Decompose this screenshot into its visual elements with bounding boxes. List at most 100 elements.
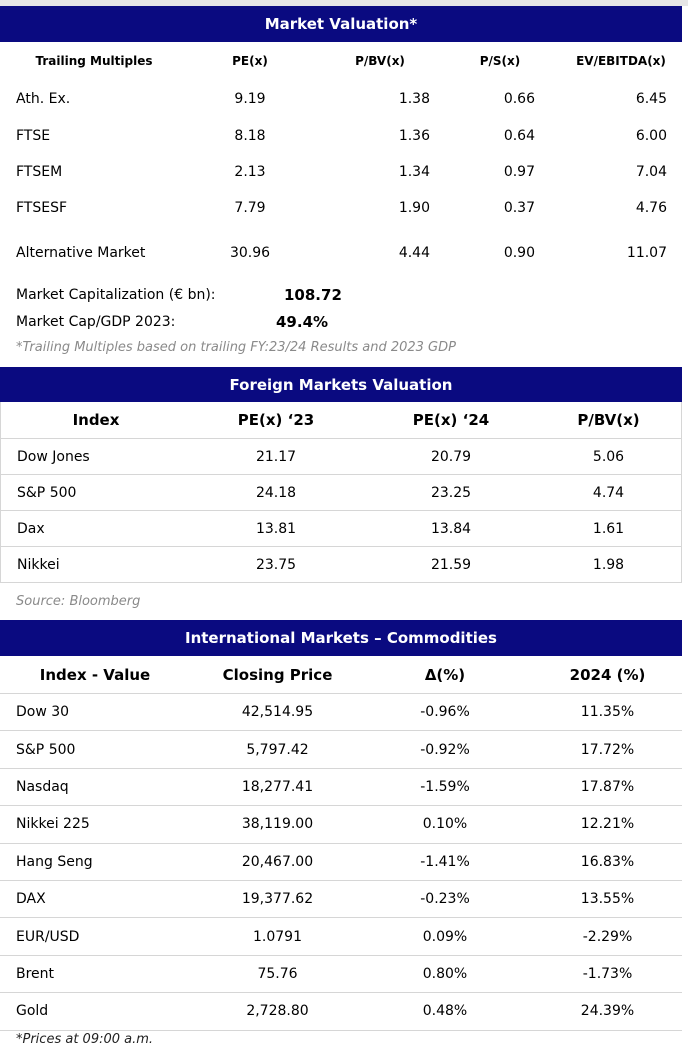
row-name: DAX: [16, 891, 46, 908]
row-closing-price: 20,467.00: [241, 853, 314, 870]
header-pe24: PE(x) ‘24: [412, 411, 490, 429]
row-name: FTSE: [16, 127, 51, 144]
row-name: Gold: [16, 1003, 49, 1020]
row-2024: 17.87%: [580, 778, 635, 795]
row-closing-price: 1.0791: [253, 928, 302, 945]
market-cap-label: Market Capitalization (€ bn):: [16, 287, 216, 303]
row-2024: 12.21%: [580, 816, 635, 833]
row-name: Brent: [16, 965, 55, 982]
row-delta: -0.23%: [420, 891, 470, 908]
international-markets-row: DAX 19,377.62 -0.23% 13.55%: [0, 881, 682, 919]
header-index: Index: [72, 411, 120, 429]
row-2024: 16.83%: [580, 853, 635, 870]
row-name: Hang Seng: [16, 853, 93, 870]
market-valuation-row: FTSE 8.18 1.36 0.64 6.00: [0, 117, 682, 154]
row-pe24: 23.25: [430, 484, 472, 501]
row-ps: 0.90: [503, 245, 535, 261]
row-closing-price: 38,119.00: [241, 816, 314, 833]
foreign-markets-row: Dax 13.81 13.84 1.61: [0, 511, 682, 547]
international-markets-title: International Markets – Commodities: [0, 620, 682, 656]
row-closing-price: 5,797.42: [246, 741, 309, 758]
row-pbv: 5.06: [592, 448, 625, 465]
row-delta: -0.92%: [420, 741, 470, 758]
row-ev-ebitda: 7.04: [635, 164, 667, 180]
row-pe: 30.96: [229, 245, 271, 261]
row-ps: 0.37: [503, 200, 535, 216]
row-delta: -0.96%: [420, 704, 470, 721]
row-pe23: 21.17: [255, 448, 297, 465]
row-name: Alternative Market: [16, 245, 146, 261]
row-pe: 2.13: [234, 164, 266, 180]
row-delta: 0.48%: [422, 1003, 468, 1020]
row-pe23: 24.18: [255, 484, 297, 501]
market-valuation-footnote: *Trailing Multiples based on trailing FY…: [16, 340, 456, 355]
row-2024: -1.73%: [582, 965, 633, 982]
row-pbv: 1.90: [398, 200, 430, 216]
header-index-value: Index - Value: [39, 665, 151, 684]
row-2024: -2.29%: [582, 928, 633, 945]
cap-gdp-value: 49.4%: [276, 313, 329, 331]
row-delta: 0.10%: [422, 816, 468, 833]
row-pbv: 4.44: [398, 245, 430, 261]
row-delta: 0.09%: [422, 928, 468, 945]
header-delta: Δ(%): [424, 665, 466, 684]
row-name: FTSESF: [16, 200, 68, 216]
row-ps: 0.64: [503, 127, 535, 144]
row-pe24: 21.59: [430, 556, 472, 573]
foreign-markets-row: S&P 500 24.18 23.25 4.74: [0, 475, 682, 511]
header-trailing-multiples: Trailing Multiples: [35, 54, 153, 68]
market-valuation-row: FTSEM 2.13 1.34 0.97 7.04: [0, 154, 682, 190]
row-ev-ebitda: 6.45: [635, 90, 667, 107]
row-pbv: 1.61: [592, 520, 625, 537]
row-2024: 13.55%: [580, 891, 635, 908]
row-delta: 0.80%: [422, 965, 468, 982]
row-name: Dax: [17, 520, 45, 537]
row-ev-ebitda: 6.00: [635, 127, 667, 144]
header-closing-price: Closing Price: [222, 665, 333, 684]
row-pe24: 13.84: [430, 520, 472, 537]
header-pe23: PE(x) ‘23: [237, 411, 315, 429]
row-name: Nikkei 225: [16, 816, 90, 833]
international-markets-row: Nikkei 225 38,119.00 0.10% 12.21%: [0, 806, 682, 844]
market-valuation-row: Alternative Market 30.96 4.44 0.90 11.07: [0, 234, 682, 272]
row-name: Nasdaq: [16, 778, 69, 795]
international-markets-footnote: *Prices at 09:00 a.m.: [16, 1032, 154, 1047]
international-markets-row: EUR/USD 1.0791 0.09% -2.29%: [0, 918, 682, 956]
row-ev-ebitda: 4.76: [635, 200, 667, 216]
row-pe24: 20.79: [430, 448, 472, 465]
row-pbv: 1.36: [398, 127, 430, 144]
row-pbv: 1.98: [592, 556, 625, 573]
header-ev-ebitda: EV/EBITDA(x): [576, 54, 666, 68]
foreign-markets-source: Source: Bloomberg: [16, 594, 141, 609]
header-pbv: P/BV(x): [577, 411, 640, 429]
header-2024: 2024 (%): [569, 665, 646, 684]
market-cap-row: Market Capitalization (€ bn): 108.72: [0, 282, 682, 308]
row-name: EUR/USD: [16, 928, 80, 945]
market-valuation-title: Market Valuation*: [0, 6, 682, 42]
header-ps: P/S(x): [479, 54, 521, 68]
row-name: Ath. Ex.: [16, 90, 71, 107]
market-cap-value: 108.72: [284, 286, 342, 304]
row-pe: 8.18: [234, 127, 266, 144]
row-pe23: 13.81: [255, 520, 297, 537]
foreign-markets-title: Foreign Markets Valuation: [0, 367, 682, 402]
row-closing-price: 19,377.62: [241, 891, 314, 908]
row-ps: 0.97: [503, 164, 535, 180]
row-name: S&P 500: [16, 741, 76, 758]
row-name: FTSEM: [16, 164, 63, 180]
row-name: Dow Jones: [17, 448, 90, 465]
cap-gdp-label: Market Cap/GDP 2023:: [16, 314, 176, 330]
foreign-markets-row: Dow Jones 21.17 20.79 5.06: [0, 439, 682, 475]
row-delta: -1.41%: [420, 853, 470, 870]
market-valuation-row: Ath. Ex. 9.19 1.38 0.66 6.45: [0, 80, 682, 117]
row-name: Nikkei: [17, 556, 60, 573]
header-pe: PE(x): [232, 54, 268, 68]
top-strip: [0, 0, 688, 6]
header-pbv: P/BV(x): [355, 54, 405, 68]
foreign-markets-row: Nikkei 23.75 21.59 1.98: [0, 547, 682, 583]
row-pe: 9.19: [234, 90, 266, 107]
row-closing-price: 18,277.41: [241, 778, 314, 795]
row-pe: 7.79: [234, 200, 266, 216]
row-pe23: 23.75: [255, 556, 297, 573]
row-ev-ebitda: 11.07: [626, 245, 667, 261]
